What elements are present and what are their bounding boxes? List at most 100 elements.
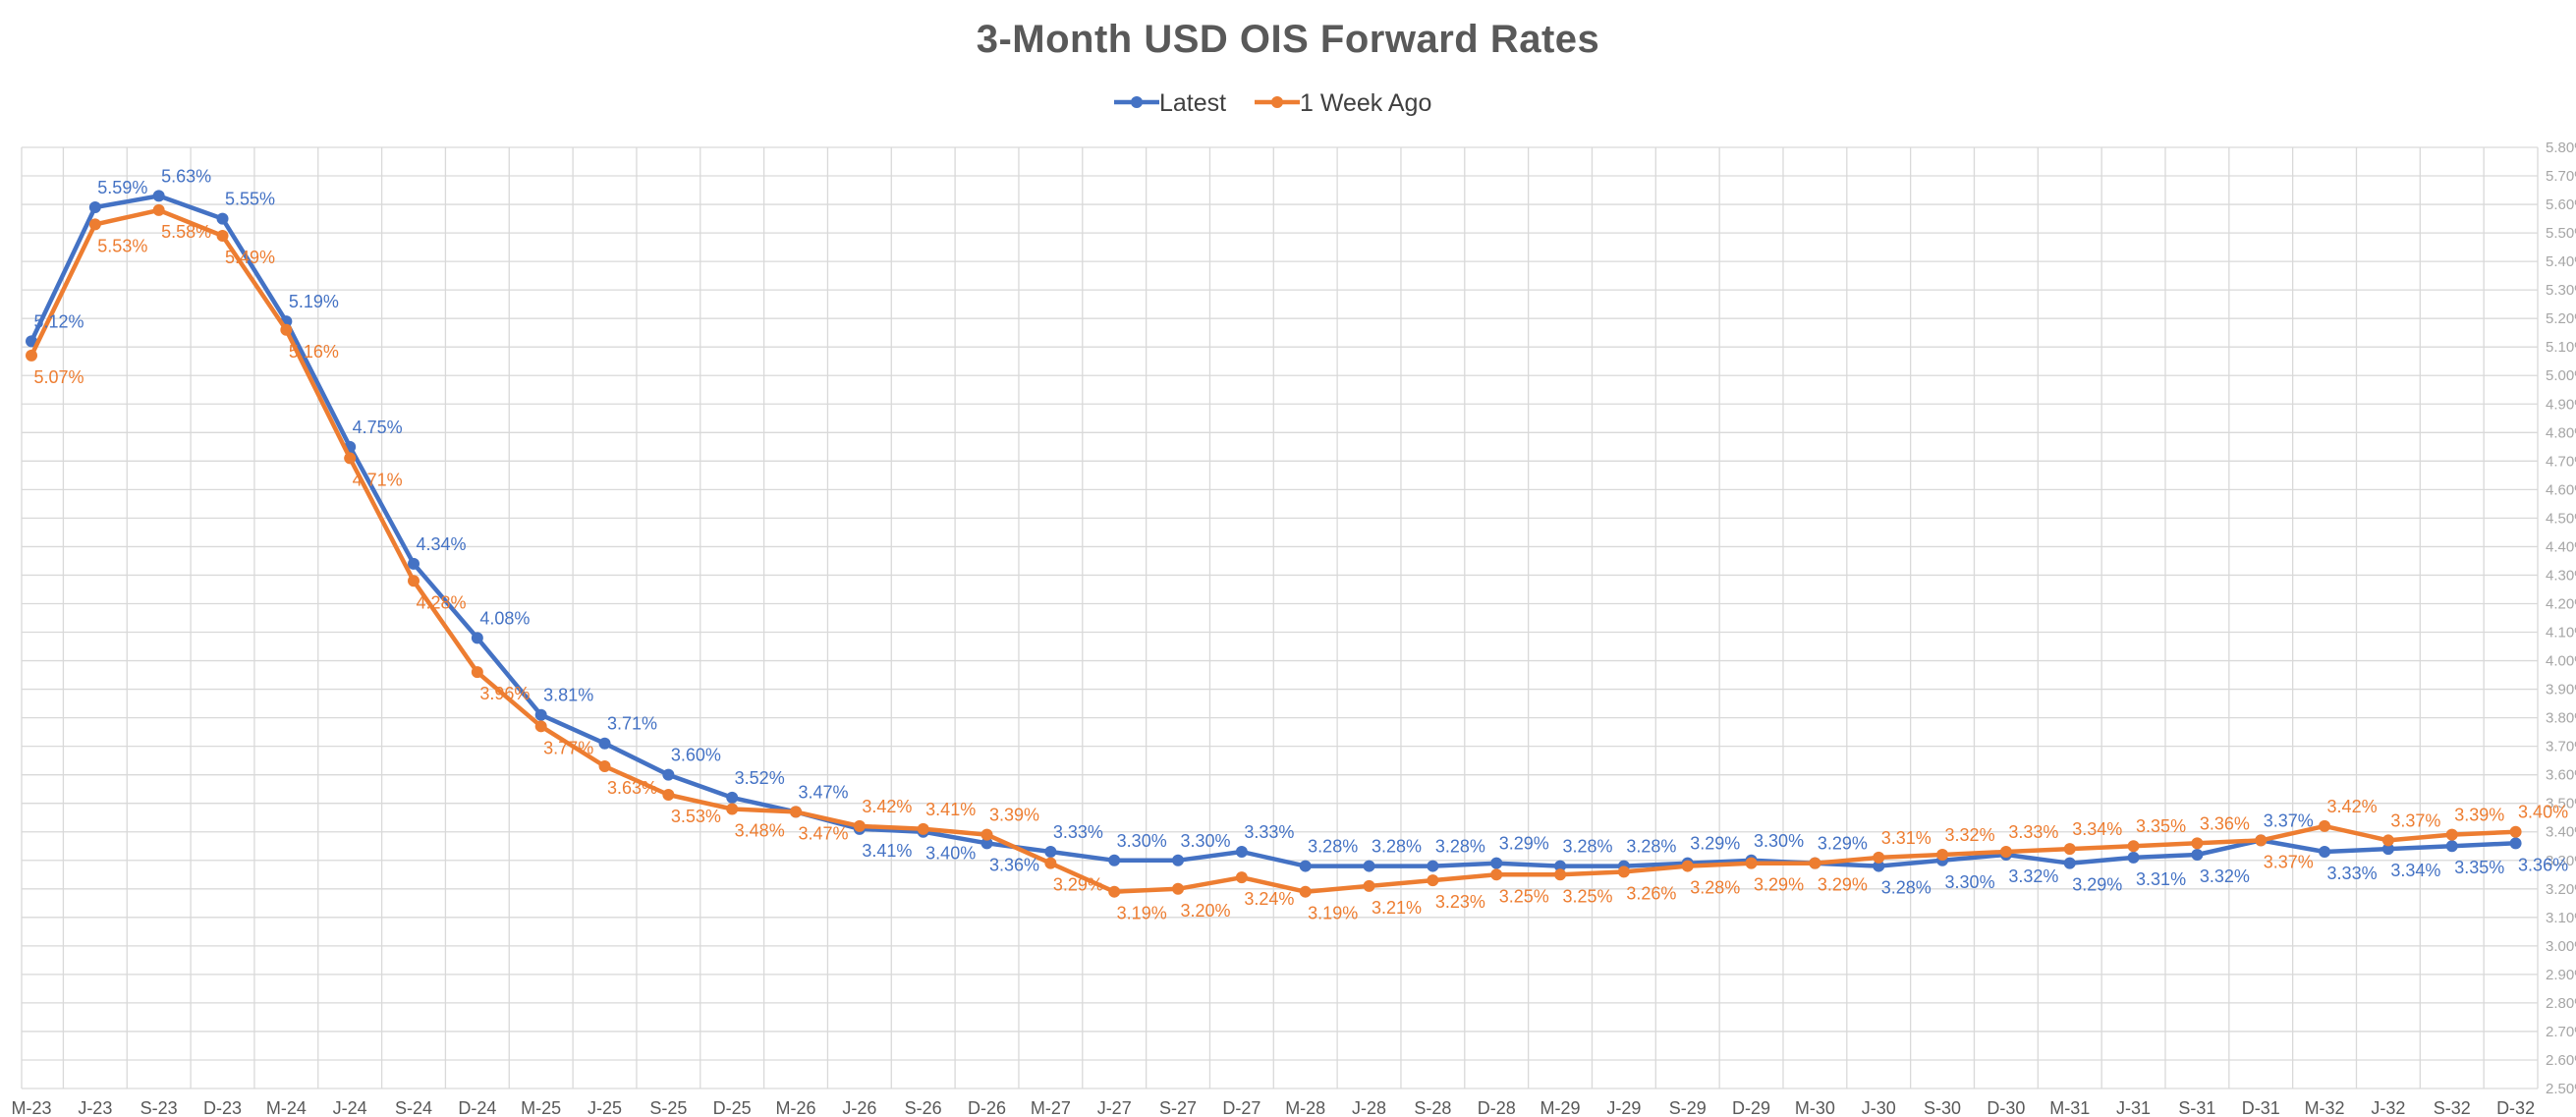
data-label-latest: 4.34% (416, 534, 466, 554)
y-tick-label: 4.40% (2546, 538, 2576, 555)
data-point-week-ago (1363, 879, 1375, 892)
data-label-latest: 3.40% (925, 844, 976, 864)
data-label-week-ago: 5.58% (161, 222, 211, 242)
data-label-latest: 3.30% (1754, 831, 1804, 851)
y-tick-label: 5.70% (2546, 168, 2576, 185)
data-label-week-ago: 3.31% (1881, 828, 1932, 848)
data-label-week-ago: 5.07% (33, 367, 84, 387)
data-label-week-ago: 3.77% (543, 738, 593, 757)
data-point-latest (1108, 854, 1121, 866)
x-tick-label: D-32 (2496, 1098, 2535, 1117)
data-label-week-ago: 4.71% (353, 470, 403, 489)
x-tick-label: S-30 (1924, 1098, 1961, 1117)
data-label-week-ago: 3.41% (925, 800, 976, 819)
legend-item-latest[interactable]: Latest (1114, 89, 1226, 117)
y-tick-label: 4.10% (2546, 625, 2576, 642)
x-tick-label: D-26 (968, 1098, 1006, 1117)
legend-marker-icon (1271, 96, 1283, 108)
data-label-week-ago: 3.96% (479, 684, 530, 703)
data-label-week-ago: 3.32% (1945, 825, 1995, 845)
x-tick-label: J-23 (78, 1098, 112, 1117)
data-point-week-ago (1554, 868, 1567, 881)
y-tick-label: 4.30% (2546, 567, 2576, 584)
data-point-week-ago (534, 720, 547, 733)
data-point-latest (1172, 854, 1185, 866)
x-tick-label: S-29 (1669, 1098, 1707, 1117)
data-label-latest: 3.28% (1563, 837, 1613, 857)
y-tick-label: 2.80% (2546, 995, 2576, 1012)
y-tick-label: 3.70% (2546, 739, 2576, 755)
data-label-week-ago: 5.16% (289, 342, 339, 362)
x-tick-label: D-25 (713, 1098, 752, 1117)
data-point-week-ago (280, 323, 293, 336)
data-point-week-ago (1809, 857, 1821, 869)
data-label-week-ago: 3.39% (989, 806, 1039, 825)
data-label-latest: 5.19% (289, 292, 339, 311)
data-point-week-ago (88, 218, 101, 231)
data-point-latest (2063, 857, 2076, 869)
data-point-week-ago (2381, 834, 2394, 847)
y-tick-label: 5.00% (2546, 367, 2576, 384)
x-tick-label: S-26 (905, 1098, 942, 1117)
data-label-latest: 3.47% (799, 782, 849, 802)
data-point-latest (88, 200, 101, 213)
data-label-week-ago: 3.37% (2390, 810, 2440, 830)
axis-layer: 2.50% 2.60% 2.70% 2.80% 2.90% 3.00% 3.10% 3.20%… (11, 140, 2576, 1117)
x-tick-label: M-27 (1031, 1098, 1071, 1117)
data-point-latest (1235, 846, 1248, 859)
x-tick-label: S-32 (2434, 1098, 2471, 1117)
y-tick-label: 3.90% (2546, 682, 2576, 698)
x-tick-label: M-31 (2049, 1098, 2090, 1117)
data-label-week-ago: 3.35% (2136, 816, 2186, 836)
data-label-week-ago: 3.24% (1244, 889, 1294, 909)
y-tick-label: 4.50% (2546, 510, 2576, 527)
data-label-week-ago: 3.42% (2327, 797, 2378, 816)
x-tick-label: J-28 (1352, 1098, 1386, 1117)
chart-title: 3-Month USD OIS Forward Rates (976, 18, 1600, 61)
legend-marker-icon (1131, 96, 1143, 108)
data-label-latest: 4.08% (479, 608, 530, 628)
data-label-latest: 5.12% (33, 311, 84, 331)
data-label-latest: 3.52% (735, 768, 785, 788)
data-point-latest (216, 212, 229, 225)
data-label-week-ago: 3.21% (1372, 898, 1422, 918)
data-label-latest: 3.30% (1945, 872, 1995, 892)
data-point-week-ago (1617, 866, 1630, 878)
x-tick-label: D-29 (1732, 1098, 1770, 1117)
data-label-week-ago: 3.40% (2518, 803, 2568, 822)
data-label-week-ago: 5.49% (225, 248, 275, 267)
data-point-latest (1363, 860, 1375, 872)
y-tick-label: 5.10% (2546, 339, 2576, 356)
y-tick-label: 5.20% (2546, 310, 2576, 327)
data-point-week-ago (2509, 825, 2522, 838)
y-tick-label: 5.40% (2546, 253, 2576, 270)
data-point-latest (408, 557, 420, 570)
data-label-latest: 3.29% (1818, 834, 1868, 854)
data-label-week-ago: 3.42% (862, 797, 912, 816)
data-label-latest: 3.32% (2200, 866, 2250, 886)
data-point-week-ago (1999, 846, 2012, 859)
x-tick-label: S-23 (140, 1098, 178, 1117)
y-tick-label: 4.80% (2546, 424, 2576, 441)
legend-item-week-ago[interactable]: 1 Week Ago (1255, 89, 1431, 117)
series-line-week-ago (28, 207, 2516, 894)
data-point-week-ago (1299, 885, 1312, 898)
data-point-week-ago (2127, 840, 2140, 853)
y-tick-label: 5.50% (2546, 225, 2576, 242)
x-tick-label: J-29 (1606, 1098, 1641, 1117)
data-point-latest (2381, 843, 2394, 856)
x-tick-label: D-31 (2242, 1098, 2280, 1117)
data-label-week-ago: 3.25% (1563, 886, 1613, 906)
x-tick-label: J-30 (1862, 1098, 1896, 1117)
grid-layer (21, 146, 2539, 1089)
data-label-latest: 3.60% (671, 746, 721, 765)
data-label-week-ago: 3.28% (1690, 878, 1740, 898)
data-point-week-ago (2319, 819, 2331, 832)
data-point-week-ago (1044, 857, 1057, 869)
data-point-latest (1427, 860, 1439, 872)
data-point-latest (1554, 860, 1567, 872)
data-point-week-ago (980, 828, 993, 841)
x-tick-label: D-23 (203, 1098, 242, 1117)
x-tick-label: S-27 (1159, 1098, 1197, 1117)
data-label-week-ago: 3.29% (1754, 875, 1804, 895)
